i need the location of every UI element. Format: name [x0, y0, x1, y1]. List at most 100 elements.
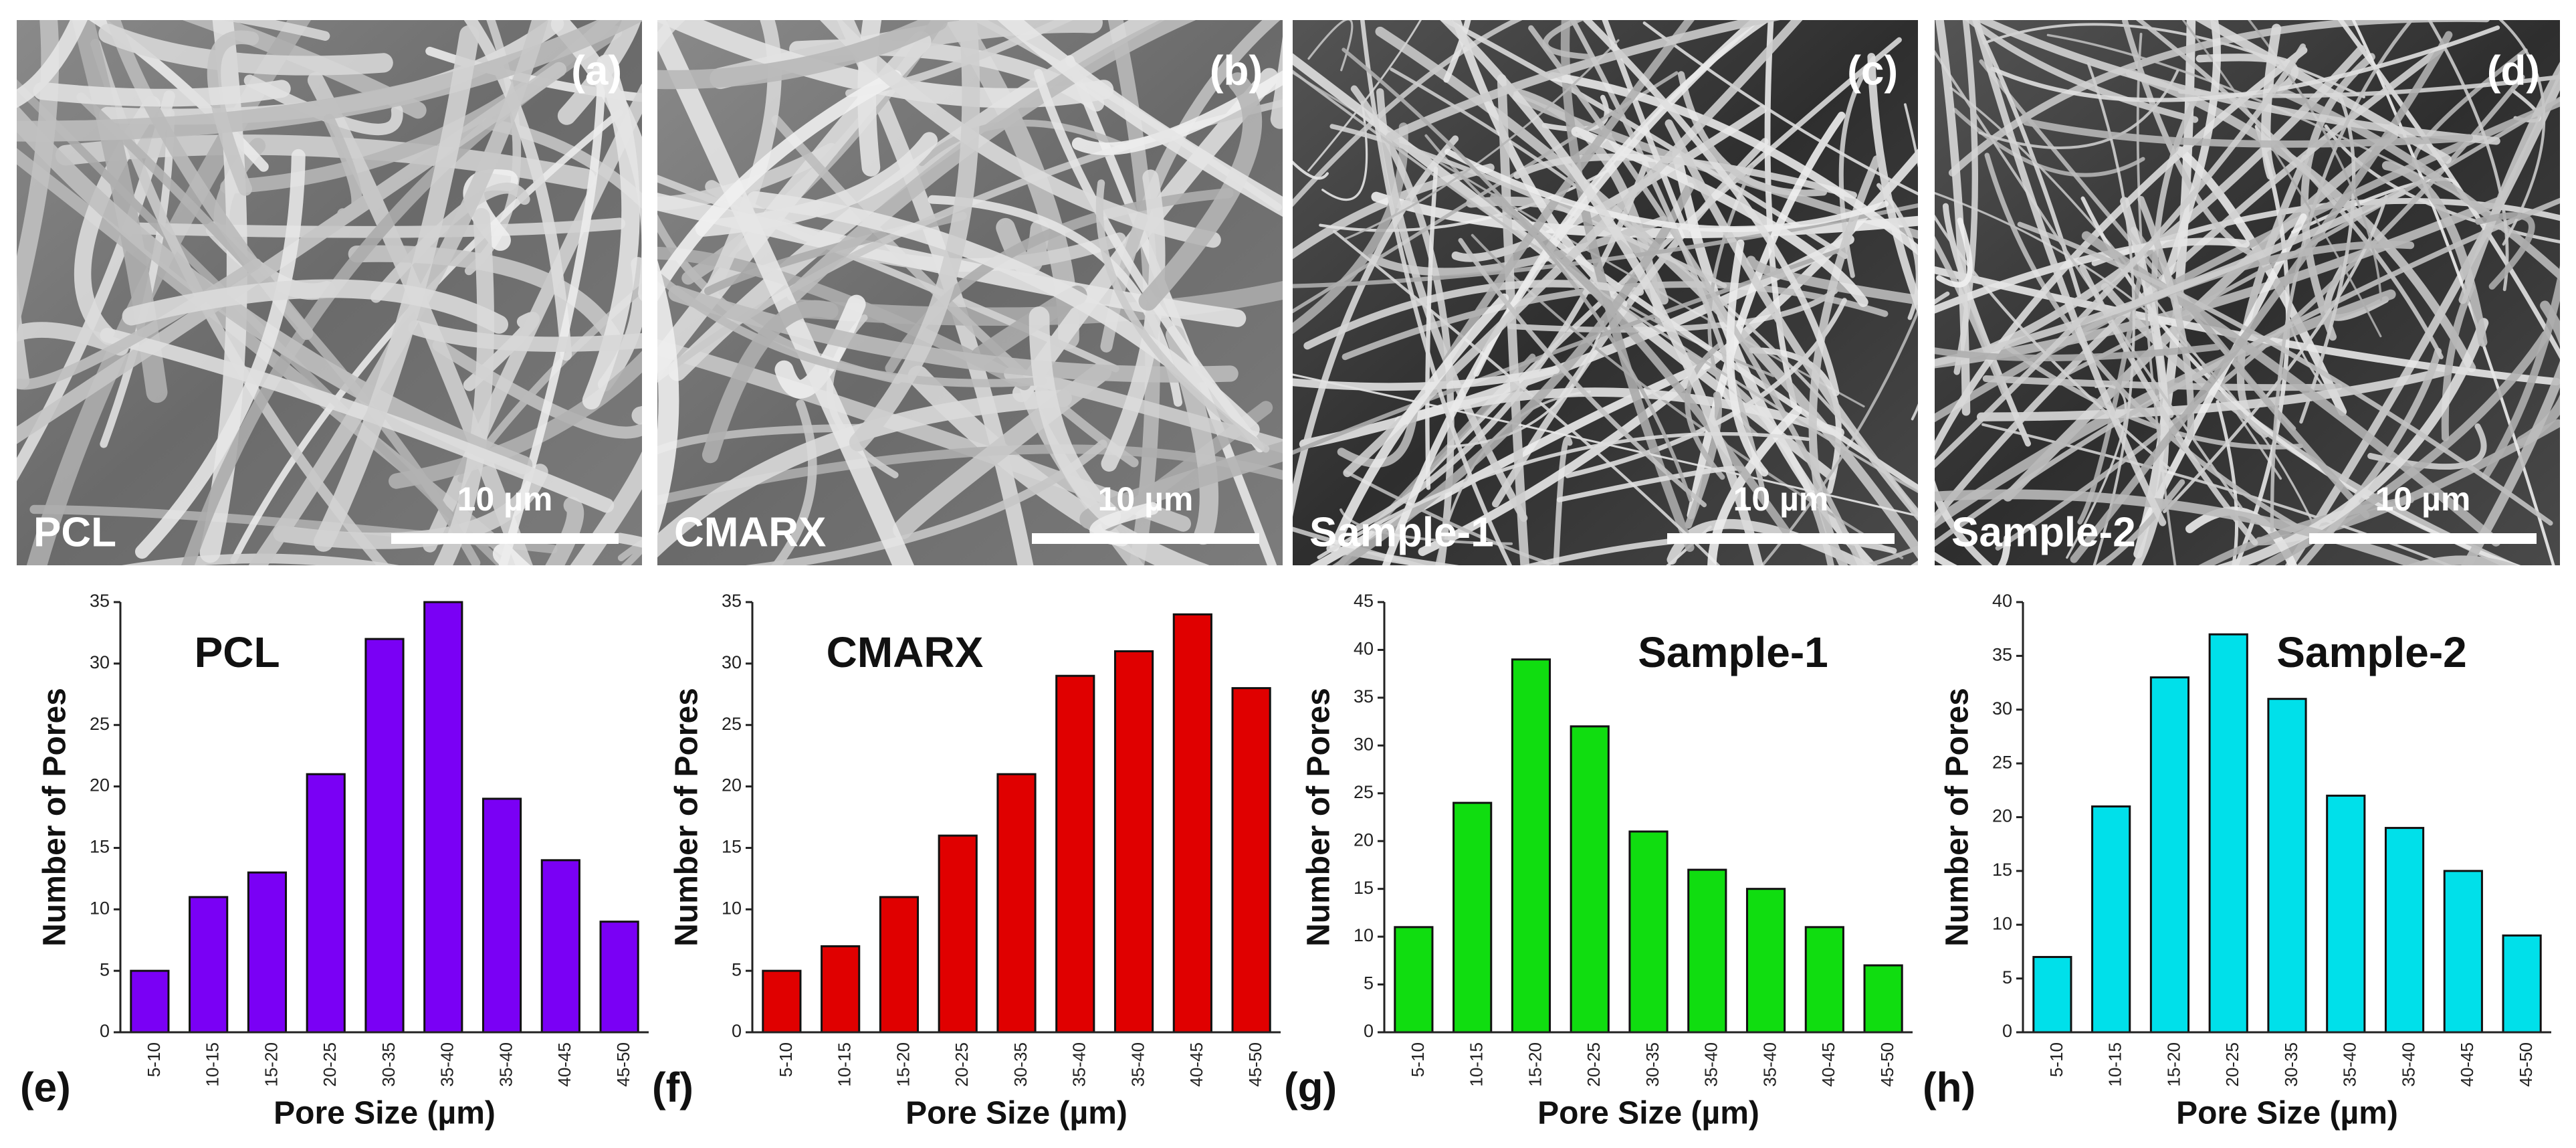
y-tick-label: 30 — [90, 652, 110, 672]
fiber — [657, 270, 1047, 387]
fiber — [1425, 167, 1438, 490]
fiber — [657, 260, 679, 536]
x-tick-label: 35-40 — [1069, 1042, 1089, 1087]
fiber — [1332, 229, 1721, 565]
fiber — [1965, 20, 2199, 123]
fiber — [1861, 545, 1918, 565]
fiber — [1867, 53, 1918, 315]
fiber — [1446, 320, 1604, 448]
y-tick-label: 5 — [100, 959, 110, 979]
sample-label: PCL — [33, 509, 116, 555]
fiber — [2475, 212, 2535, 290]
fiber — [2135, 20, 2444, 360]
fiber — [1560, 20, 1695, 552]
fiber — [122, 553, 399, 565]
y-tick-label: 15 — [722, 837, 742, 857]
bar — [938, 834, 978, 1034]
fiber — [1990, 25, 2500, 102]
fibers — [1293, 20, 1918, 565]
x-tick-label: 35-40 — [2340, 1042, 2360, 1087]
fiber — [2022, 118, 2473, 148]
fiber — [1101, 169, 1166, 472]
panel-letter: (c) — [1847, 47, 1898, 94]
fiber — [1602, 20, 1691, 237]
x-tick-label: 5-10 — [144, 1042, 164, 1077]
y-tick-label: 35 — [90, 591, 110, 611]
bar — [1570, 725, 1610, 1034]
fiber — [221, 20, 330, 41]
fiber — [657, 389, 1072, 558]
fiber — [243, 74, 403, 136]
bar — [2032, 955, 2072, 1034]
bar — [1863, 964, 1903, 1034]
fiber — [1343, 20, 1803, 478]
y-tick-label: 30 — [1354, 734, 1374, 754]
bar — [247, 871, 288, 1034]
x-tick-label: 5-10 — [776, 1042, 796, 1077]
fiber — [1307, 20, 1422, 172]
bar — [1628, 830, 1669, 1034]
bar — [1745, 888, 1786, 1034]
fiber — [323, 114, 362, 220]
fiber — [570, 406, 642, 565]
y-tick-label: 35 — [722, 591, 742, 611]
fiber — [657, 175, 1119, 373]
scale-bar-label: 10 µm — [2375, 480, 2471, 518]
fiber — [1935, 197, 2560, 547]
fiber — [72, 20, 168, 403]
fiber — [2270, 20, 2414, 533]
fiber — [1935, 237, 2250, 314]
y-axis-title: Number of Pores — [37, 688, 73, 947]
panel-letter: (g) — [1284, 1064, 1337, 1111]
fiber — [885, 188, 1234, 373]
fiber — [2163, 195, 2388, 514]
fiber — [657, 20, 948, 90]
fiber — [1547, 72, 1918, 256]
fibers — [657, 20, 1283, 565]
fiber — [122, 279, 509, 334]
fiber — [1749, 347, 1842, 494]
bar — [1172, 613, 1212, 1034]
bar — [821, 945, 861, 1034]
fiber — [617, 539, 642, 565]
fiber — [1935, 535, 2011, 565]
chart-title: CMARX — [827, 628, 984, 676]
y-axis-title: Number of Pores — [1940, 688, 1975, 947]
fiber — [1138, 72, 1263, 311]
x-tick-label: 30-35 — [1642, 1042, 1662, 1087]
fiber — [1642, 21, 1918, 196]
fiber — [2337, 20, 2560, 359]
fiber — [1553, 436, 1573, 565]
fiber — [2261, 23, 2282, 181]
fiber — [1726, 240, 1769, 477]
bar — [2149, 676, 2190, 1034]
fiber — [1293, 70, 1918, 494]
fiber — [2181, 20, 2382, 338]
fiber — [550, 20, 642, 301]
x-tick-label: 45-50 — [1877, 1042, 1897, 1087]
fiber — [389, 351, 642, 489]
fiber — [1443, 20, 1471, 83]
x-tick-label: 20-25 — [1584, 1042, 1604, 1087]
fiber — [481, 118, 642, 209]
fiber — [582, 54, 640, 410]
fiber — [1367, 215, 1667, 276]
scale-bar — [391, 533, 619, 544]
fiber — [849, 20, 980, 452]
fiber — [2217, 318, 2489, 565]
scale-bar — [1667, 533, 1895, 544]
fiber — [498, 78, 606, 565]
x-tick-label: 15-20 — [261, 1042, 281, 1087]
y-tick-label: 30 — [1992, 698, 2012, 719]
fiber — [1935, 235, 2008, 397]
y-tick-label: 15 — [90, 837, 110, 857]
bar — [130, 969, 170, 1034]
y-tick-label: 35 — [1992, 645, 2012, 665]
fiber — [248, 20, 549, 565]
fiber — [2017, 221, 2553, 526]
panel-letter: (h) — [1923, 1064, 1975, 1111]
bar — [2326, 794, 2366, 1034]
scale-bar — [1032, 533, 1259, 544]
fiber — [2381, 161, 2488, 347]
fiber — [1341, 47, 1693, 502]
